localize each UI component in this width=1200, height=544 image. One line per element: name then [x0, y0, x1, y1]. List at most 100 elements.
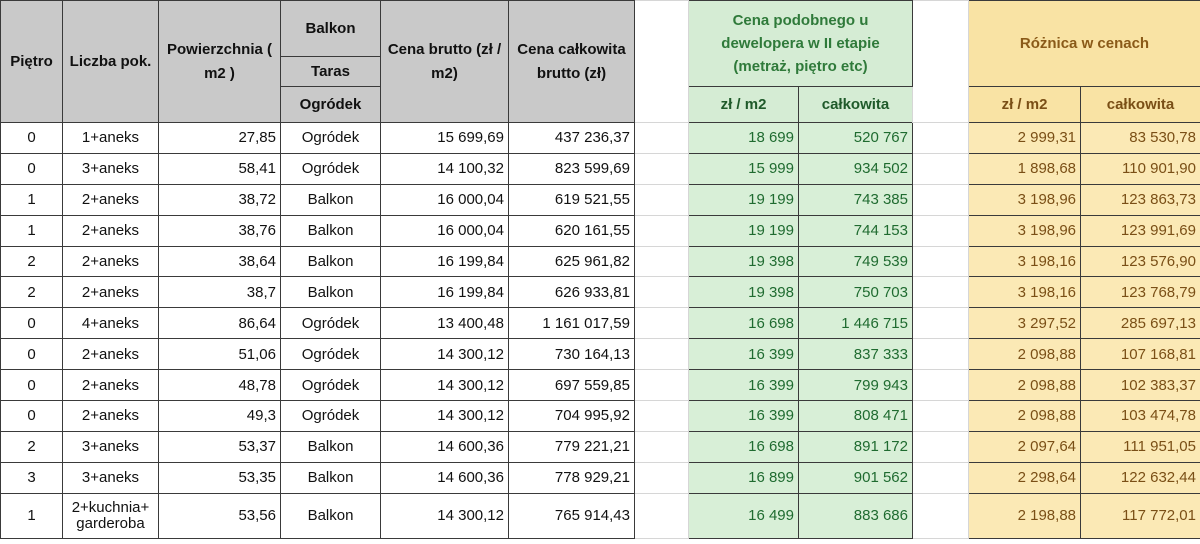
cell-cena-calkowita: 730 164,13: [508, 338, 635, 371]
table-row: 0 2+aneks 48,78 Ogródek 14 300,12 697 559,85 1…: [0, 369, 1200, 402]
header-ogrodek: Ogródek: [280, 86, 381, 123]
cell-pietro: 3: [0, 461, 63, 494]
header-cena-calkowita: Cena całkowita brutto (zł): [508, 0, 635, 123]
spacer-column-1: [634, 0, 689, 123]
spacer-cell: [634, 400, 689, 432]
cell-roznica-zl-m2: 3 198,16: [968, 276, 1081, 309]
header-calkowita-green: całkowita: [798, 86, 913, 123]
cell-roznica-calkowita: 123 576,90: [1080, 245, 1200, 278]
spacer-cell: [634, 245, 689, 278]
cell-powierzchnia: 49,3: [158, 400, 281, 432]
cell-typ: Balkon: [280, 276, 381, 309]
header-balkon: Balkon: [280, 0, 381, 57]
spacer-cell: [912, 461, 969, 494]
cell-cena-brutto: 14 600,36: [380, 430, 509, 463]
cell-cena-brutto: 15 699,69: [380, 122, 509, 154]
cell-typ: Balkon: [280, 214, 381, 247]
cell-powierzchnia: 51,06: [158, 338, 281, 371]
cell-roznica-zl-m2: 3 297,52: [968, 307, 1081, 340]
cell-liczba-pokoi: 3+aneks: [62, 152, 159, 185]
header-zl-m2-yellow: zł / m2: [968, 86, 1081, 123]
cell-podobny-zl-m2: 16 399: [688, 369, 799, 402]
cell-powierzchnia: 58,41: [158, 152, 281, 185]
cell-cena-calkowita: 620 161,55: [508, 214, 635, 247]
spacer-cell: [634, 152, 689, 185]
spacer-cell: [634, 369, 689, 402]
cell-roznica-zl-m2: 2 097,64: [968, 430, 1081, 463]
cell-powierzchnia: 53,56: [158, 492, 281, 539]
cell-pietro: 0: [0, 369, 63, 402]
cell-podobny-calkowita: 744 153: [798, 214, 913, 247]
cell-liczba-pokoi: 2+aneks: [62, 400, 159, 432]
cell-cena-calkowita: 823 599,69: [508, 152, 635, 185]
cell-typ: Ogródek: [280, 369, 381, 402]
cell-podobny-calkowita: 750 703: [798, 276, 913, 309]
cell-podobny-calkowita: 891 172: [798, 430, 913, 463]
header-calkowita-yellow: całkowita: [1080, 86, 1200, 123]
table-row: 0 3+aneks 58,41 Ogródek 14 100,32 823 599,69 1…: [0, 152, 1200, 185]
cell-roznica-calkowita: 83 530,78: [1080, 122, 1200, 154]
cell-cena-calkowita: 437 236,37: [508, 122, 635, 154]
cell-liczba-pokoi: 2+aneks: [62, 214, 159, 247]
table-row: 1 2+aneks 38,76 Balkon 16 000,04 620 161,55 19…: [0, 214, 1200, 247]
table-row: 3 3+aneks 53,35 Balkon 14 600,36 778 929,21 16…: [0, 461, 1200, 494]
cell-roznica-zl-m2: 2 098,88: [968, 338, 1081, 371]
cell-roznica-calkowita: 103 474,78: [1080, 400, 1200, 432]
cell-liczba-pokoi: 2+aneks: [62, 245, 159, 278]
cell-podobny-calkowita: 743 385: [798, 183, 913, 216]
table-row: 1 2+aneks 38,72 Balkon 16 000,04 619 521,55 19…: [0, 183, 1200, 216]
spacer-cell: [912, 307, 969, 340]
cell-cena-calkowita: 619 521,55: [508, 183, 635, 216]
cell-podobny-zl-m2: 19 398: [688, 245, 799, 278]
cell-pietro: 0: [0, 338, 63, 371]
cell-pietro: 0: [0, 152, 63, 185]
cell-powierzchnia: 38,76: [158, 214, 281, 247]
cell-cena-brutto: 16 000,04: [380, 214, 509, 247]
cell-roznica-zl-m2: 3 198,96: [968, 214, 1081, 247]
cell-pietro: 0: [0, 307, 63, 340]
cell-roznica-calkowita: 285 697,13: [1080, 307, 1200, 340]
cell-roznica-zl-m2: 1 898,68: [968, 152, 1081, 185]
cell-typ: Balkon: [280, 430, 381, 463]
spacer-cell: [634, 430, 689, 463]
cell-roznica-zl-m2: 3 198,16: [968, 245, 1081, 278]
table-row: 2 2+aneks 38,7 Balkon 16 199,84 626 933,81 19 …: [0, 276, 1200, 309]
cell-roznica-calkowita: 123 768,79: [1080, 276, 1200, 309]
cell-pietro: 1: [0, 183, 63, 216]
table-row: 2 2+aneks 38,64 Balkon 16 199,84 625 961,82 19…: [0, 245, 1200, 278]
cell-typ: Balkon: [280, 183, 381, 216]
cell-liczba-pokoi: 2+aneks: [62, 276, 159, 309]
cell-podobny-calkowita: 808 471: [798, 400, 913, 432]
header-zl-m2-green: zł / m2: [688, 86, 799, 123]
spacer-cell: [634, 183, 689, 216]
cell-cena-calkowita: 779 221,21: [508, 430, 635, 463]
cell-typ: Ogródek: [280, 338, 381, 371]
cell-powierzchnia: 38,72: [158, 183, 281, 216]
cell-powierzchnia: 38,7: [158, 276, 281, 309]
cell-podobny-zl-m2: 18 699: [688, 122, 799, 154]
table-body: 0 1+aneks 27,85 Ogródek 15 699,69 437 236,37 1…: [0, 122, 1200, 539]
cell-roznica-zl-m2: 3 198,96: [968, 183, 1081, 216]
spacer-cell: [912, 122, 969, 154]
cell-typ: Ogródek: [280, 122, 381, 154]
cell-podobny-zl-m2: 16 399: [688, 338, 799, 371]
cell-roznica-zl-m2: 2 298,64: [968, 461, 1081, 494]
cell-cena-brutto: 14 300,12: [380, 400, 509, 432]
cell-cena-calkowita: 625 961,82: [508, 245, 635, 278]
cell-liczba-pokoi: 2+aneks: [62, 369, 159, 402]
cell-typ: Ogródek: [280, 152, 381, 185]
cell-roznica-calkowita: 123 991,69: [1080, 214, 1200, 247]
cell-typ: Balkon: [280, 461, 381, 494]
spacer-cell: [634, 338, 689, 371]
cell-roznica-calkowita: 123 863,73: [1080, 183, 1200, 216]
cell-cena-brutto: 14 100,32: [380, 152, 509, 185]
cell-pietro: 2: [0, 245, 63, 278]
cell-powierzchnia: 53,37: [158, 430, 281, 463]
cell-typ: Balkon: [280, 492, 381, 539]
cell-roznica-calkowita: 107 168,81: [1080, 338, 1200, 371]
spacer-cell: [912, 492, 969, 539]
cell-cena-calkowita: 778 929,21: [508, 461, 635, 494]
table-row: 0 4+aneks 86,64 Ogródek 13 400,48 1 161 017,5…: [0, 307, 1200, 340]
cell-roznica-calkowita: 111 951,05: [1080, 430, 1200, 463]
cell-podobny-zl-m2: 16 399: [688, 400, 799, 432]
